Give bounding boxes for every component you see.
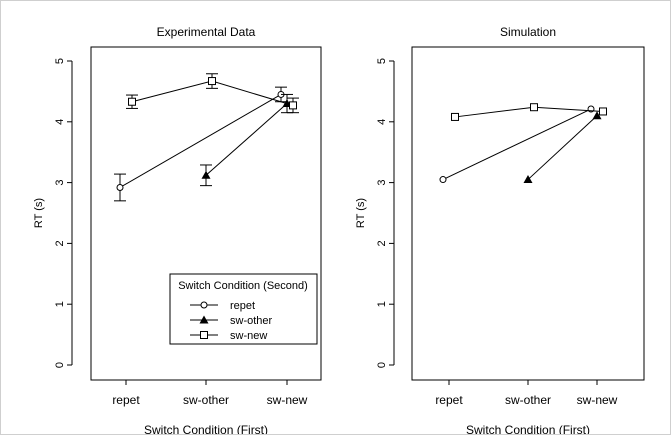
x-tick-label: sw-other <box>183 393 229 407</box>
legend-label-sw-other: sw-other <box>230 315 273 327</box>
legend-label-repet: repet <box>230 300 255 312</box>
panel-title: Experimental Data <box>157 25 256 39</box>
series-line-repet <box>119 94 282 188</box>
legend-title: Switch Condition (Second) <box>178 280 308 292</box>
y-tick-label: 0 <box>376 362 388 368</box>
data-point-sw-new <box>599 107 607 116</box>
x-tick-label: repet <box>112 393 140 407</box>
series-line-sw-new <box>454 106 604 118</box>
panel-simulation: Simulation RT (s) Switch Condition (Firs… <box>355 25 645 435</box>
legend-box <box>169 273 318 345</box>
x-tick-label: sw-other <box>505 393 551 407</box>
legend-items: repet sw-other sw-new <box>190 300 273 342</box>
data-point-sw-new <box>128 97 136 106</box>
plot-box <box>411 46 645 381</box>
x-axis-label: Switch Condition (First) <box>466 423 590 435</box>
y-tick-label: 0 <box>54 362 66 368</box>
series-line-sw-other <box>527 115 598 180</box>
y-tick-label: 4 <box>54 119 66 125</box>
data-point-sw-new <box>451 112 459 121</box>
data-point-sw-other <box>523 175 533 184</box>
y-tick-label: 2 <box>376 240 388 246</box>
y-axis-label: RT (s) <box>33 198 45 228</box>
series-line-sw-other <box>205 103 288 176</box>
plot-marks <box>439 103 607 184</box>
x-tick-label: repet <box>435 393 463 407</box>
legend-marker-sw-new <box>200 331 208 339</box>
data-point-sw-other <box>592 111 602 120</box>
y-tick-label: 2 <box>54 240 66 246</box>
legend: Switch Condition (Second) repet sw-other s… <box>169 273 318 345</box>
y-tick-label: 1 <box>54 301 66 307</box>
y-tick-label: 4 <box>376 119 388 125</box>
panel-title: Simulation <box>500 25 556 39</box>
x-tick-label: sw-new <box>267 393 308 407</box>
panel-experimental: Experimental Data RT (s) Switch Conditio… <box>33 25 322 435</box>
y-tick-label: 1 <box>376 301 388 307</box>
data-point-repet <box>439 176 447 184</box>
y-tick-label: 5 <box>54 58 66 64</box>
data-point-sw-other <box>201 170 211 179</box>
legend-marker-sw-other <box>199 315 209 324</box>
data-point-repet <box>116 183 124 191</box>
data-point-sw-new <box>208 77 216 86</box>
axes: 0 1 2 3 4 5 repet sw-other sw-new <box>54 58 308 407</box>
legend-label-sw-new: sw-new <box>230 330 267 342</box>
y-tick-label: 3 <box>54 180 66 186</box>
x-tick-label: sw-new <box>577 393 618 407</box>
series-line-repet <box>442 108 592 181</box>
y-tick-label: 5 <box>376 58 388 64</box>
axes: 0 1 2 3 4 5 repet sw-other sw-new <box>376 58 618 407</box>
data-point-sw-new <box>530 103 538 112</box>
legend-marker-repet <box>200 301 208 309</box>
x-axis-label: Switch Condition (First) <box>144 423 268 435</box>
y-axis-label: RT (s) <box>355 198 367 228</box>
y-tick-label: 3 <box>376 180 388 186</box>
plot-marks <box>114 73 299 202</box>
data-point-sw-new <box>289 101 297 110</box>
